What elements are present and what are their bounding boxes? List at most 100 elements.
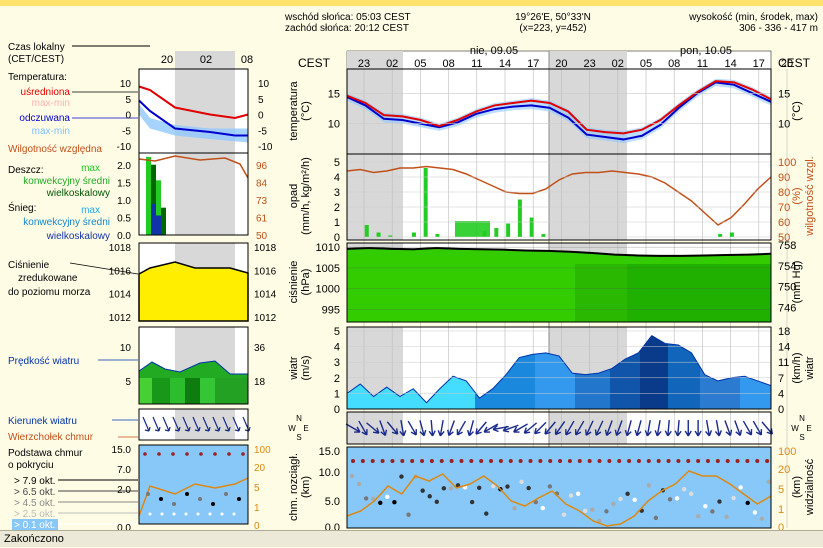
rain-large-label: wielkoskalowy <box>46 188 110 199</box>
wind-arrow-shape <box>694 420 702 437</box>
wind-arrow-10 <box>447 420 455 437</box>
wind-tick-left: 5 <box>125 377 131 388</box>
wind-arrow-27 <box>614 420 623 437</box>
cloud-top-dot <box>351 459 355 463</box>
wind-arrow-shape <box>574 420 585 436</box>
cloud-top-dot <box>528 459 533 463</box>
wind-arrow-28 <box>624 420 632 437</box>
wind-arrow-33 <box>674 419 682 437</box>
wind-arrow-shape <box>705 419 713 437</box>
wind-tick-right: 0 <box>778 404 784 416</box>
hour-label: 20 <box>555 58 567 70</box>
wind-arrow-35 <box>694 420 702 437</box>
wind-arrow-9 <box>437 419 445 437</box>
cloud-tick-right: 0 <box>778 522 784 530</box>
wind-arrow-12 <box>466 420 475 437</box>
wind-arrow-shape <box>419 420 427 437</box>
cloud-tick-right: 5 <box>254 483 260 494</box>
temp-tick-right: 15 <box>778 88 790 100</box>
meteogram: wschód słońca: 05:03 CEST zachód słońca:… <box>8 12 818 530</box>
vis-axis-unit: (km) <box>791 476 803 498</box>
wind-arrow-3 <box>379 420 388 437</box>
wind-arrow-2 <box>366 422 380 434</box>
wind-arrow-shape <box>466 420 475 437</box>
cloud-top-dot <box>666 459 671 463</box>
main-panel-frame-4 <box>346 411 772 445</box>
cloud-tick-right: 1 <box>778 504 784 516</box>
cloud-top-dot <box>479 459 484 463</box>
main-night-shade <box>347 412 403 444</box>
cloud-tick-left: 15.0 <box>319 446 340 458</box>
wind-arrow-shape <box>624 420 632 437</box>
cloud-cover-dot <box>547 484 553 489</box>
cloud-top-dot <box>745 459 750 463</box>
cloud-top-dot <box>449 459 454 463</box>
cloud-tick-left: 2.0 <box>117 485 131 496</box>
cloud-top-dot <box>617 459 622 463</box>
press-tick-right: 1018 <box>254 243 277 254</box>
wind-arrow-11 <box>456 420 467 436</box>
cloud-top-dot <box>577 459 582 463</box>
left-cloud-dot-5 <box>211 502 215 506</box>
left-panel-frame-2 <box>138 242 249 322</box>
cloud-cover-dot <box>667 497 673 502</box>
temp-tick-left: 15 <box>328 88 340 100</box>
cloud-cover-dot <box>540 505 545 511</box>
cloud-tick-right: 20 <box>254 463 266 474</box>
wind-arrow-25 <box>594 420 604 436</box>
cloud-cover-dot <box>399 474 404 479</box>
humid-axis-unit: (%) <box>791 187 803 204</box>
timezone-left: CEST <box>298 56 331 70</box>
wind-direction-label: Kierunek wiatru <box>8 416 77 427</box>
left-wind-band-0 <box>139 378 152 404</box>
temp-feel-line <box>346 81 772 141</box>
left-cloud-dot-low-3 <box>184 512 188 516</box>
main-night-shade <box>347 154 403 240</box>
cloud-top-dot <box>567 459 572 463</box>
pressure-tick-right: 746 <box>778 302 796 314</box>
cloud-axis-unit: (km) <box>300 476 312 498</box>
wind-arrow-1 <box>358 420 368 436</box>
wind-tick-left: 10 <box>120 343 132 354</box>
wind-arrow-shape <box>644 419 652 437</box>
left-cloud-dot-low-0 <box>148 512 152 516</box>
cloud-top-dot <box>686 459 691 463</box>
left-cloud-dot-7 <box>237 497 241 501</box>
left-cloud-dot-top-5 <box>213 452 217 456</box>
cloud-tick-right: 1 <box>254 503 260 514</box>
elevation-label: wysokość (min, środek, max) <box>688 12 818 23</box>
hour-label: 02 <box>386 58 398 70</box>
wind-arrow-20 <box>544 421 556 435</box>
wind-arrow-shape <box>428 419 436 437</box>
cover-level-label: > 6.5 okt. <box>14 487 55 498</box>
cover-level-label: > 2.5 okt. <box>14 509 55 520</box>
humidity-tick-right: 70 <box>778 202 790 214</box>
left-cloud-dot-1 <box>159 497 163 501</box>
pressure-tick-left: 1000 <box>316 284 340 296</box>
left-cloud-dot-top-6 <box>227 452 231 456</box>
press-tick-right: 1014 <box>254 290 277 301</box>
cloud-top-dot <box>390 459 395 463</box>
temp-tick-right: 5 <box>258 95 264 106</box>
compass-w: W <box>791 424 799 433</box>
left-cloud-dot-low-5 <box>208 512 212 516</box>
left-cloud-top-line <box>138 477 249 517</box>
wind-arrow-7 <box>419 420 427 437</box>
wind-arrow-30 <box>644 419 652 437</box>
left-wind-arrow-6 <box>202 416 211 432</box>
cloud-top-dot <box>360 459 365 463</box>
rain-tick-right: 61 <box>256 214 268 225</box>
rain-bar <box>411 232 416 237</box>
cloud-cover-dot <box>696 514 701 519</box>
left-cloud-dot-0 <box>146 492 150 496</box>
pressure-label-3: do poziomu morza <box>8 287 91 298</box>
cover-level-label: > 0.1 okt. <box>14 520 55 530</box>
wind-arrow-5 <box>399 419 407 437</box>
rain-bar <box>435 234 440 237</box>
cloud-axis-title: chm. rozciągł. <box>288 453 300 521</box>
hour-label: 08 <box>442 58 454 70</box>
left-snow-bar-1 <box>156 215 161 235</box>
wind-arrow-39 <box>734 420 743 437</box>
left-time-tick: 08 <box>241 54 253 66</box>
wind-arrow-shape <box>664 419 672 437</box>
